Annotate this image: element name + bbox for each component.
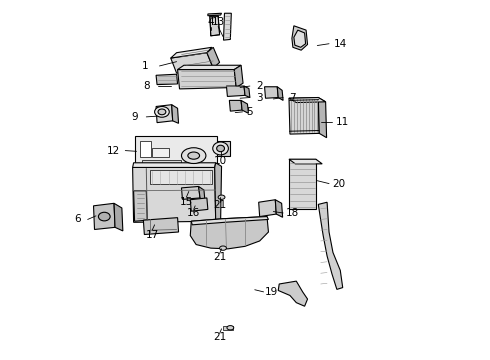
Polygon shape: [277, 87, 283, 100]
Polygon shape: [244, 86, 250, 98]
Ellipse shape: [220, 246, 226, 250]
Text: 5: 5: [246, 107, 253, 117]
Ellipse shape: [188, 152, 199, 159]
Polygon shape: [294, 30, 306, 47]
Polygon shape: [191, 217, 269, 225]
Polygon shape: [292, 26, 308, 50]
Text: 9: 9: [132, 112, 138, 122]
Text: 14: 14: [334, 39, 347, 49]
Bar: [152, 148, 169, 157]
Text: 6: 6: [74, 215, 81, 224]
Text: 18: 18: [286, 208, 299, 218]
Ellipse shape: [98, 212, 110, 221]
Text: 10: 10: [214, 156, 227, 166]
Polygon shape: [229, 100, 242, 111]
Polygon shape: [156, 105, 172, 123]
Polygon shape: [144, 218, 178, 234]
Bar: [143, 160, 181, 166]
Bar: [212, 140, 230, 156]
Ellipse shape: [181, 148, 206, 163]
Ellipse shape: [218, 195, 225, 199]
Polygon shape: [226, 86, 245, 96]
Polygon shape: [133, 163, 216, 167]
Text: 3: 3: [256, 93, 263, 103]
Polygon shape: [133, 167, 216, 222]
Polygon shape: [198, 186, 205, 201]
Polygon shape: [114, 203, 123, 231]
Text: 15: 15: [180, 197, 193, 207]
Text: 21: 21: [213, 252, 226, 262]
Polygon shape: [210, 16, 220, 36]
Polygon shape: [289, 98, 319, 134]
Text: 11: 11: [336, 117, 349, 127]
Polygon shape: [208, 13, 221, 16]
Text: 21: 21: [213, 200, 226, 210]
Text: 7: 7: [290, 93, 296, 103]
Polygon shape: [223, 13, 231, 40]
Bar: [289, 159, 316, 210]
Text: 4: 4: [207, 17, 214, 27]
Text: 2: 2: [256, 81, 263, 91]
Text: 20: 20: [332, 179, 345, 189]
Polygon shape: [265, 87, 278, 98]
Polygon shape: [177, 65, 241, 69]
Polygon shape: [234, 65, 243, 87]
Polygon shape: [318, 98, 327, 138]
Polygon shape: [190, 198, 208, 211]
Text: 17: 17: [146, 230, 159, 239]
Polygon shape: [278, 281, 308, 306]
Polygon shape: [181, 186, 200, 199]
Text: 13: 13: [212, 17, 225, 27]
Bar: [223, 326, 233, 330]
Bar: [135, 136, 217, 167]
Ellipse shape: [213, 142, 228, 155]
Ellipse shape: [158, 109, 166, 115]
Bar: [150, 170, 212, 184]
Polygon shape: [241, 100, 248, 113]
Polygon shape: [171, 47, 212, 58]
Polygon shape: [207, 47, 220, 68]
Polygon shape: [215, 163, 221, 224]
Polygon shape: [190, 217, 269, 249]
Text: 12: 12: [106, 145, 120, 156]
Polygon shape: [289, 159, 322, 164]
Polygon shape: [134, 191, 147, 221]
Polygon shape: [259, 200, 276, 217]
Text: 19: 19: [265, 287, 278, 297]
Polygon shape: [94, 203, 115, 229]
Ellipse shape: [227, 325, 234, 330]
Polygon shape: [289, 98, 326, 103]
Text: 21: 21: [213, 332, 226, 342]
Polygon shape: [172, 105, 178, 123]
Polygon shape: [275, 200, 283, 217]
Polygon shape: [177, 69, 236, 89]
Polygon shape: [171, 53, 213, 73]
Text: 16: 16: [187, 208, 200, 218]
Ellipse shape: [155, 107, 169, 117]
Polygon shape: [318, 202, 343, 289]
Bar: [140, 140, 151, 157]
Text: 1: 1: [142, 61, 148, 71]
Polygon shape: [156, 74, 177, 85]
Text: 8: 8: [143, 81, 149, 91]
Ellipse shape: [217, 145, 224, 152]
